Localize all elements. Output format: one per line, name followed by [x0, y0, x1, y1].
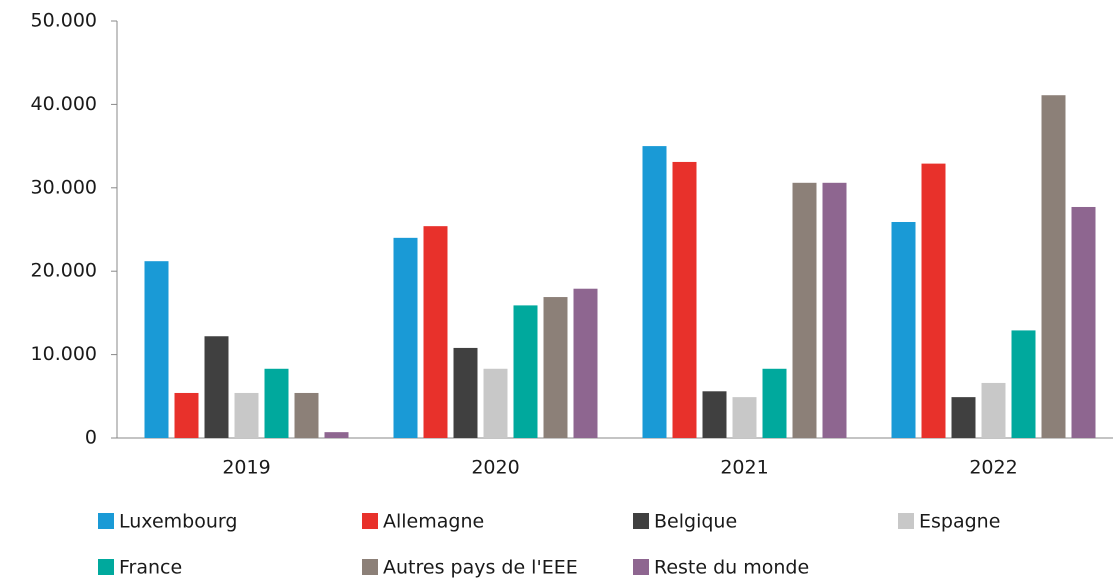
legend-label: Belgique — [654, 511, 737, 533]
x-tick-label: 2019 — [222, 457, 270, 479]
bar — [822, 182, 847, 438]
bar — [762, 368, 787, 438]
legend-swatch — [98, 559, 114, 575]
legend-swatch — [98, 513, 114, 529]
bar — [1011, 330, 1036, 438]
legend-label: France — [119, 557, 182, 579]
y-tick-label: 30.000 — [31, 176, 97, 198]
bar — [951, 397, 976, 438]
legend-swatch — [633, 559, 649, 575]
bar — [204, 336, 229, 438]
bar — [732, 397, 757, 438]
legend-label: Luxembourg — [119, 511, 237, 533]
legend-label: Reste du monde — [654, 557, 809, 579]
bar — [453, 347, 478, 438]
y-tick-label: 50.000 — [31, 10, 97, 32]
bar — [642, 146, 667, 438]
bar — [294, 392, 319, 438]
bar — [513, 305, 538, 438]
bar — [921, 163, 946, 438]
bar — [543, 297, 568, 438]
bar — [792, 182, 817, 438]
bar — [324, 432, 349, 438]
bar — [393, 237, 418, 438]
x-tick-label: 2022 — [969, 457, 1017, 479]
bar — [264, 368, 289, 438]
y-tick-label: 40.000 — [31, 93, 97, 115]
bar — [483, 368, 508, 438]
bar — [702, 391, 727, 438]
legend-label: Espagne — [919, 511, 1000, 533]
legend-label: Allemagne — [383, 511, 484, 533]
legend-swatch — [633, 513, 649, 529]
bar — [891, 221, 916, 438]
legend-label: Autres pays de l'EEE — [383, 557, 578, 579]
bar — [672, 161, 697, 439]
bar — [981, 382, 1006, 438]
x-tick-label: 2020 — [471, 457, 519, 479]
bar — [234, 392, 259, 438]
bar — [144, 261, 169, 438]
y-tick-label: 0 — [85, 427, 97, 449]
y-tick-label: 10.000 — [31, 343, 97, 365]
bar — [573, 288, 598, 438]
x-tick-label: 2021 — [720, 457, 768, 479]
legend-swatch — [362, 513, 378, 529]
bar — [1071, 206, 1096, 438]
bar — [1041, 95, 1066, 438]
bar — [423, 226, 448, 438]
y-tick-label: 20.000 — [31, 260, 97, 282]
bar — [174, 392, 199, 438]
legend-swatch — [362, 559, 378, 575]
legend-swatch — [898, 513, 914, 529]
